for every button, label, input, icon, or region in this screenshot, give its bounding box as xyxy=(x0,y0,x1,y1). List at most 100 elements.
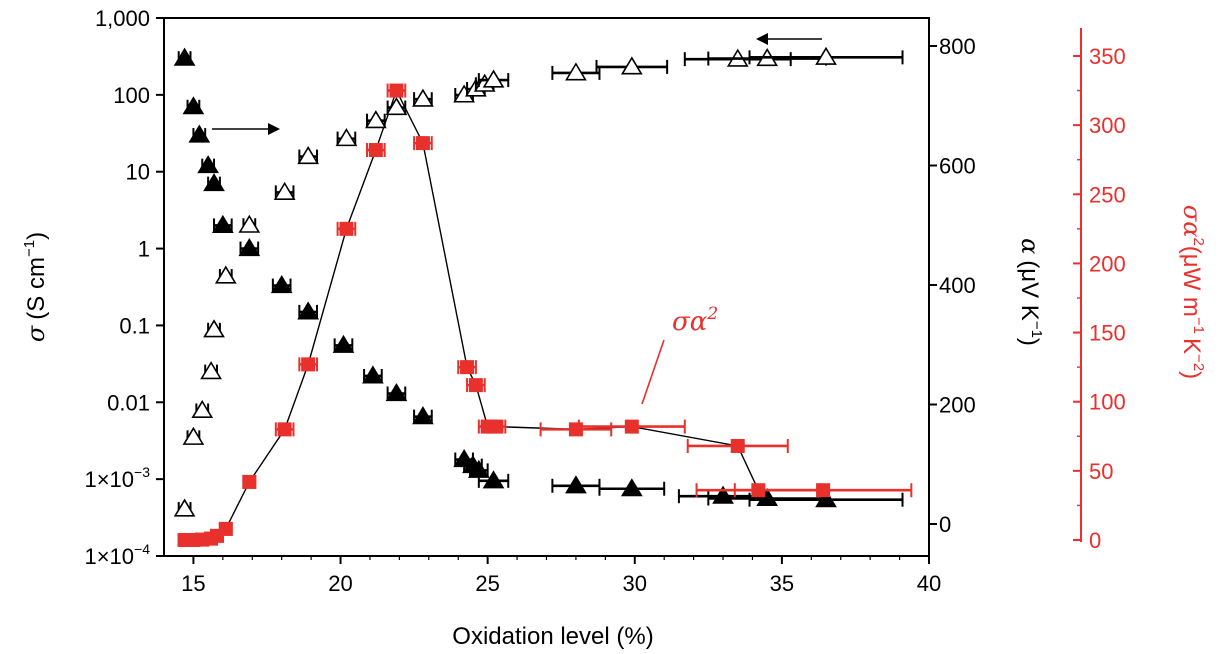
conductivity-point xyxy=(297,301,320,320)
right2-tick-label: 50 xyxy=(1089,459,1113,484)
right2-ticks: 0 50 100 150 200 250 300 350 xyxy=(1073,44,1126,553)
seebeck-point xyxy=(214,265,237,284)
power-factor-point xyxy=(368,143,383,158)
power-factor-callout-line xyxy=(641,339,665,405)
conductivity-point xyxy=(385,382,408,402)
left-tick-label: 1 xyxy=(138,237,150,262)
right1-axis-unit: (μV K xyxy=(1016,260,1043,321)
left-tick-label: 1,000 xyxy=(95,6,150,31)
seebeck-point xyxy=(482,69,505,88)
power-factor-point xyxy=(339,221,354,236)
right2-axis-exp1: −1 xyxy=(1190,317,1207,334)
left-axis-exp: −1 xyxy=(21,240,38,257)
seebeck-point xyxy=(200,361,222,380)
arrow-left-axis-indicator xyxy=(756,33,822,45)
right2-tick-label: 100 xyxy=(1089,390,1126,415)
right1-axis-title: α (μV K−1) xyxy=(1016,238,1045,346)
power-factor-point xyxy=(415,136,430,151)
conductivity-point xyxy=(173,47,196,66)
seebeck-point xyxy=(203,319,225,338)
conductivity-point xyxy=(756,487,779,507)
left-tick-label: 0.1 xyxy=(119,313,150,338)
conductivity-point xyxy=(203,173,225,192)
conductivity-point xyxy=(482,470,505,489)
series-power-factor-line xyxy=(184,88,824,541)
power-factor-point xyxy=(389,83,404,98)
conductivity-point xyxy=(362,365,384,384)
x-axis-title: Oxidation level (%) xyxy=(452,623,653,650)
power-factor-point xyxy=(301,357,316,372)
power-factor-point xyxy=(468,378,483,393)
x-tick-label: 25 xyxy=(475,571,499,596)
seebeck-point xyxy=(297,145,320,165)
right2-axis-sup: 2 xyxy=(1190,237,1207,245)
left-tick-label: 1×10−3 xyxy=(84,464,150,492)
right2-axis-title: σα2(μW m−1 K−2) xyxy=(1178,205,1207,379)
seebeck-point xyxy=(620,56,643,75)
seebeck-point xyxy=(565,62,587,81)
seebeck-point xyxy=(238,214,261,233)
power-factor-point xyxy=(277,422,292,437)
power-factor-point xyxy=(460,360,475,375)
left-tick-label: 10 xyxy=(126,160,150,185)
right1-tick-label: 200 xyxy=(939,393,976,418)
x-tick-label: 20 xyxy=(328,571,352,596)
right2-axis-close: ) xyxy=(1178,371,1205,379)
power-factor-label-text: σα xyxy=(672,307,708,337)
right1-tick-label: 0 xyxy=(939,512,951,537)
right2-tick-label: 250 xyxy=(1089,182,1126,207)
conductivity-point xyxy=(412,406,434,425)
conductivity-point xyxy=(270,275,293,294)
seebeck-point xyxy=(273,181,296,200)
arrow-right-axis-indicator xyxy=(212,123,280,135)
x-tick-label: 15 xyxy=(181,571,205,596)
power-factor-point xyxy=(730,438,745,453)
right1-axis-symbol: α xyxy=(1016,238,1044,254)
right2-tick-label: 350 xyxy=(1089,44,1126,69)
right1-axis-close: ) xyxy=(1016,338,1043,346)
x-tick-label: 35 xyxy=(770,571,794,596)
left-axis-symbol: σ xyxy=(22,325,50,342)
left-axis-title: σ (S cm−1) xyxy=(21,232,50,342)
conductivity-point xyxy=(815,489,837,508)
conductivity-point xyxy=(332,334,355,353)
right2-tick-label: 150 xyxy=(1089,321,1126,346)
power-factor-line xyxy=(184,88,824,541)
seebeck-point xyxy=(182,426,205,445)
right2-tick-label: 200 xyxy=(1089,251,1126,276)
right2-axis-symbol: σα xyxy=(1178,205,1206,238)
right2-axis-exp2: −2 xyxy=(1190,354,1207,371)
left-ticks: 1,000 100 10 1 0.1 0.01 1×10−3 1×10−4 xyxy=(84,6,164,569)
seebeck-point xyxy=(364,110,387,129)
power-factor-point xyxy=(568,422,583,437)
power-factor-label-sup: 2 xyxy=(706,304,718,324)
left-axis-close: ) xyxy=(23,232,50,240)
right2-tick-label: 300 xyxy=(1089,113,1126,138)
right1-tick-label: 800 xyxy=(939,34,976,59)
x-tick-label: 40 xyxy=(917,571,941,596)
right1-tick-label: 400 xyxy=(939,273,976,298)
power-factor-point xyxy=(242,474,257,489)
conductivity-point xyxy=(565,475,587,494)
series-seebeck xyxy=(173,46,904,517)
series-conductivity xyxy=(173,47,904,508)
conductivity-point xyxy=(211,214,234,233)
conductivity-point xyxy=(620,478,643,497)
seebeck-point xyxy=(191,399,214,419)
power-factor-point xyxy=(624,419,639,434)
seebeck-point xyxy=(335,128,358,147)
right2-axis-unit: (μW m xyxy=(1178,246,1205,317)
series-power-factor xyxy=(177,83,913,547)
power-factor-point xyxy=(489,419,504,434)
x-ticks: 15 20 25 30 35 40 xyxy=(181,556,941,596)
right1-ticks: 0 200 400 600 800 xyxy=(929,34,976,537)
left-tick-label: 100 xyxy=(113,83,150,108)
conductivity-point xyxy=(197,155,219,174)
seebeck-point xyxy=(173,498,196,517)
right2-tick-label: 0 xyxy=(1089,528,1101,553)
conductivity-point xyxy=(238,238,261,257)
left-tick-label: 0.01 xyxy=(107,390,150,415)
power-factor-point xyxy=(218,521,233,536)
seebeck-point xyxy=(385,96,408,116)
